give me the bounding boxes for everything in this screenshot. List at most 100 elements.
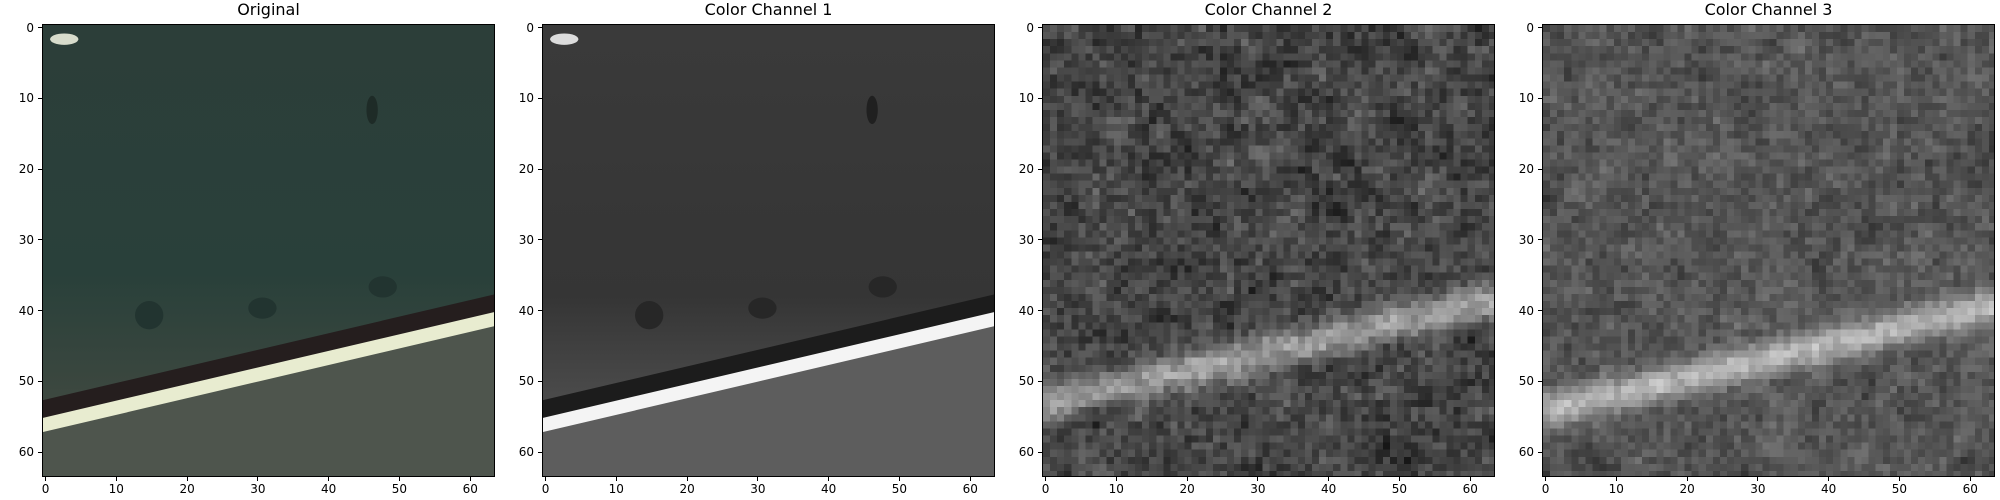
x-tick-label: 0 [41,482,50,496]
y-tick-mark [1038,239,1042,241]
y-tick-mark [538,168,542,170]
x-tick-mark [686,477,688,481]
x-tick-label: 40 [321,482,337,496]
x-tick-label: 0 [1541,482,1550,496]
y-tick-mark [1038,451,1042,453]
x-tick-mark [545,477,547,481]
panel-channel-3: Color Channel 3 [1500,0,2000,500]
image-axes [1542,24,1995,477]
y-tick-label: 10 [1518,91,1534,106]
y-tick-mark [538,380,542,382]
y-tick-label: 10 [518,91,534,106]
x-tick-mark [328,477,330,481]
y-tick-mark [538,97,542,99]
x-tick-mark [45,477,47,481]
y-tick-mark [38,168,42,170]
x-tick-mark [757,477,759,481]
x-tick-label: 20 [1179,482,1195,496]
y-tick-label: 20 [1518,162,1534,177]
x-tick-mark [898,477,900,481]
panel-channel-1: Color Channel 1 [500,0,1000,500]
x-tick-mark [398,477,400,481]
y-tick-label: 10 [18,91,34,106]
y-tick-label: 40 [18,303,34,318]
x-tick-label: 60 [1962,482,1978,496]
x-tick-mark [469,477,471,481]
y-tick-mark [38,27,42,29]
y-tick-label: 60 [1518,445,1534,460]
y-tick-label: 20 [18,162,34,177]
y-tick-label: 20 [518,162,534,177]
panel-original: Original [0,0,500,500]
image-axes [1042,24,1495,477]
x-tick-mark [615,477,617,481]
y-tick-label: 60 [1018,445,1034,460]
y-tick-label: 30 [18,232,34,247]
x-tick-label: 30 [250,482,266,496]
y-tick-label: 50 [1018,374,1034,389]
x-tick-mark [1398,477,1400,481]
original-image [43,25,494,476]
y-tick-mark [1538,168,1542,170]
x-tick-label: 10 [108,482,124,496]
channel-3-image [1543,25,1994,476]
x-tick-mark [1545,477,1547,481]
y-tick-mark [1538,27,1542,29]
x-tick-label: 30 [1250,482,1266,496]
panel-channel-2: Color Channel 2 [1000,0,1500,500]
x-tick-mark [1115,477,1117,481]
x-tick-label: 20 [179,482,195,496]
y-tick-label: 50 [18,374,34,389]
x-tick-mark [969,477,971,481]
y-tick-mark [38,97,42,99]
x-tick-label: 40 [1321,482,1337,496]
y-tick-label: 40 [1018,303,1034,318]
y-tick-label: 30 [1518,232,1534,247]
panel-title: Color Channel 2 [1204,0,1333,19]
x-tick-label: 0 [541,482,550,496]
panel-title: Color Channel 1 [704,0,833,19]
y-tick-label: 10 [1018,91,1034,106]
x-tick-label: 0 [1041,482,1050,496]
x-tick-label: 50 [891,482,908,496]
x-tick-mark [1186,477,1188,481]
channel-1-image [543,25,994,476]
x-tick-label: 60 [462,482,478,496]
y-tick-mark [38,380,42,382]
x-tick-mark [1328,477,1330,481]
x-tick-mark [1045,477,1047,481]
y-tick-mark [1038,168,1042,170]
y-tick-label: 30 [1018,232,1034,247]
x-tick-label: 60 [1462,482,1478,496]
y-tick-mark [38,451,42,453]
y-tick-label: 20 [1018,162,1034,177]
panel-title: Color Channel 3 [1704,0,1833,19]
image-axes [42,24,495,477]
x-tick-label: 40 [1821,482,1837,496]
y-tick-mark [1038,380,1042,382]
y-tick-mark [538,451,542,453]
x-tick-mark [828,477,830,481]
x-tick-label: 20 [679,482,695,496]
y-tick-mark [1038,27,1042,29]
y-tick-mark [1538,451,1542,453]
x-tick-mark [1757,477,1759,481]
x-tick-mark [1828,477,1830,481]
x-tick-label: 10 [1108,482,1124,496]
x-tick-label: 30 [1750,482,1766,496]
y-tick-label: 60 [18,445,34,460]
x-tick-label: 50 [1891,482,1908,496]
y-tick-label: 0 [26,20,34,35]
x-tick-mark [1469,477,1471,481]
x-tick-label: 10 [1608,482,1624,496]
y-tick-mark [1538,380,1542,382]
y-tick-label: 50 [1518,374,1534,389]
x-tick-label: 30 [750,482,766,496]
y-tick-label: 0 [1026,20,1034,35]
y-tick-mark [1038,310,1042,312]
y-tick-mark [1038,97,1042,99]
y-tick-mark [538,239,542,241]
x-tick-mark [1969,477,1971,481]
y-tick-label: 30 [518,232,534,247]
